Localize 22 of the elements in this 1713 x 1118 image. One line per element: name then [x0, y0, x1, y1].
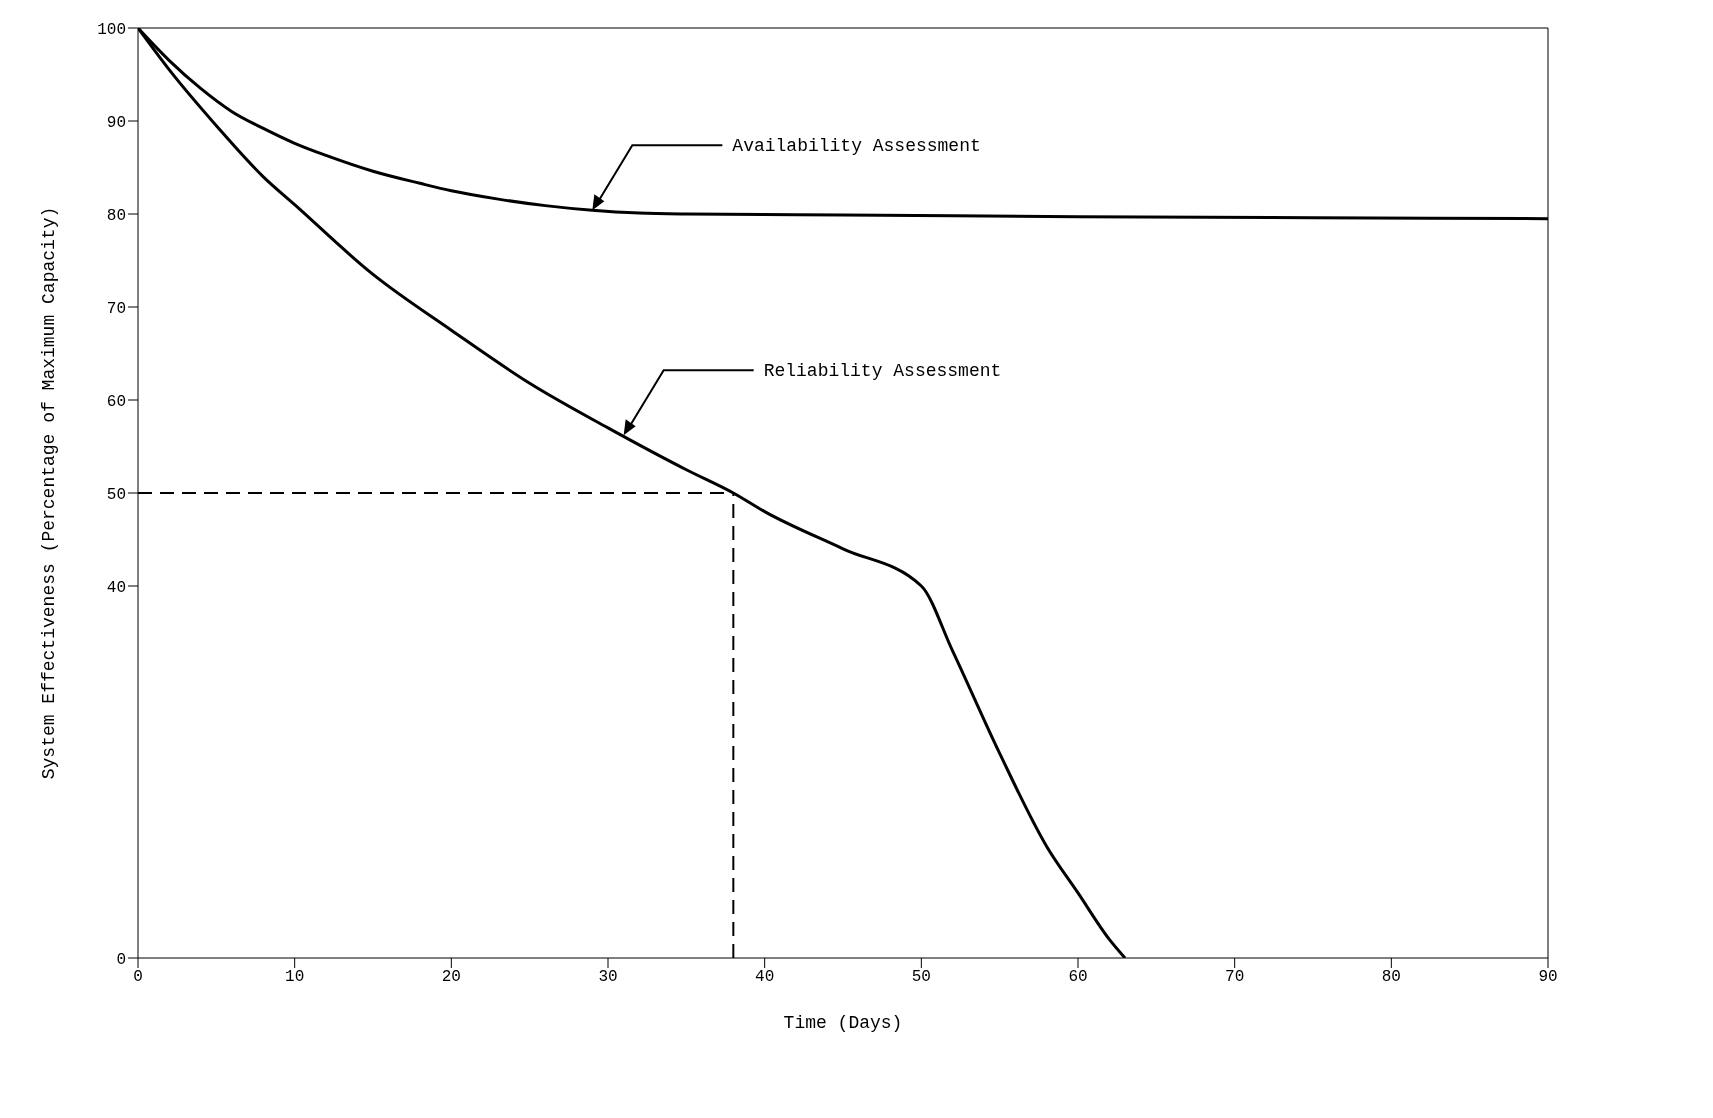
y-tick-label: 60 — [106, 392, 126, 411]
x-tick-label: 40 — [755, 968, 775, 987]
y-tick-label: 70 — [106, 299, 126, 318]
x-tick-label: 60 — [1068, 968, 1088, 987]
y-tick-label: 80 — [106, 206, 126, 225]
y-tick-label: 100 — [97, 20, 126, 39]
annotation: Availability Assessment — [732, 136, 981, 157]
y-tick-label: 50 — [106, 485, 126, 504]
y-tick-label: 0 — [116, 950, 126, 969]
x-tick-label: 50 — [911, 968, 931, 987]
x-tick-label: 90 — [1538, 968, 1558, 987]
x-tick-label: 80 — [1381, 968, 1401, 987]
x-tick-label: 0 — [133, 968, 143, 987]
x-tick-label: 20 — [441, 968, 461, 987]
x-tick-label: 30 — [598, 968, 618, 987]
y-tick-label: 90 — [106, 113, 126, 132]
x-tick-label: 10 — [285, 968, 305, 987]
x-tick-label: 70 — [1225, 968, 1245, 987]
annotation: Reliability Assessment — [763, 361, 1002, 382]
x-axis-title: Time (Days) — [783, 1013, 903, 1033]
y-tick-label: 40 — [106, 578, 126, 597]
y-axis-title: System Effectiveness (Percentage of Maximum Capacity) — [39, 206, 60, 780]
